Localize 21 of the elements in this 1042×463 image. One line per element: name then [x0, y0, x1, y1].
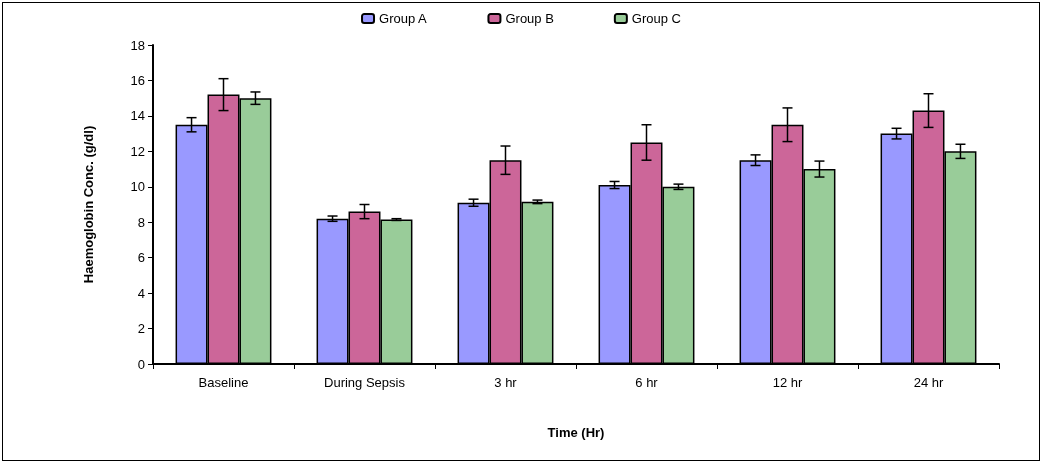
x-tick-label: 3 hr — [494, 375, 518, 390]
y-tick-label: 10 — [130, 179, 145, 195]
y-tick-label: 12 — [130, 143, 145, 159]
x-axis-title: Time (Hr) — [547, 425, 605, 440]
x-tick-label: Baseline — [198, 375, 249, 390]
y-tick-label: 0 — [137, 356, 145, 372]
legend-label: Group A — [379, 11, 428, 26]
x-tick-label: During Sepsis — [324, 375, 406, 390]
y-tick-label: 14 — [130, 108, 145, 124]
y-axis-title: Haemoglobin Conc. (g/dl) — [81, 125, 96, 284]
legend-label: Group C — [631, 11, 681, 26]
y-tick-label: 2 — [137, 321, 145, 337]
x-tick-label: 6 hr — [635, 375, 659, 390]
y-tick-label: 18 — [130, 37, 145, 53]
y-tick-label: 8 — [137, 214, 145, 230]
y-tick-label: 4 — [137, 285, 145, 301]
y-tick-label: 16 — [130, 72, 145, 88]
x-tick-label: 24 hr — [913, 375, 944, 390]
y-tick-label: 6 — [137, 250, 145, 266]
x-tick-label: 12 hr — [772, 375, 803, 390]
legend-label: Group B — [505, 11, 554, 26]
